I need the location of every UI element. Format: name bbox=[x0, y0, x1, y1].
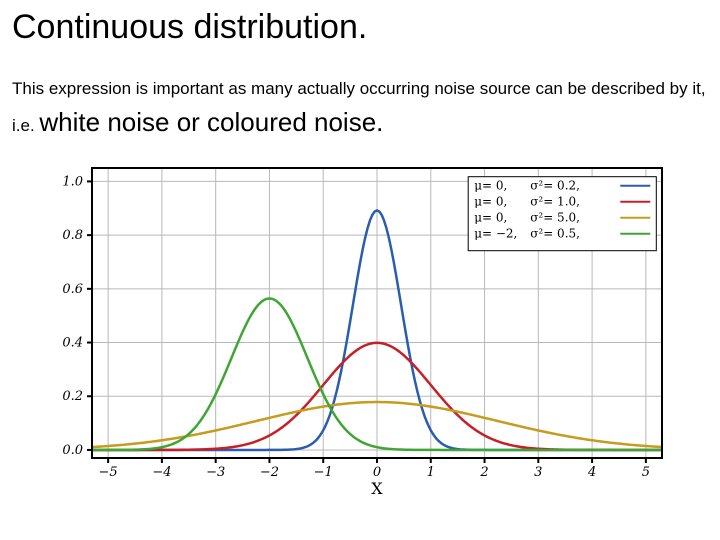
svg-text:σ²= 1.0,: σ²= 1.0, bbox=[530, 194, 580, 208]
svg-text:σ²= 0.5,: σ²= 0.5, bbox=[530, 226, 580, 240]
svg-text:0.4: 0.4 bbox=[62, 335, 83, 350]
svg-text:0.6: 0.6 bbox=[62, 282, 83, 297]
svg-text:μ= 0,: μ= 0, bbox=[474, 210, 507, 224]
page-title: Continuous distribution. bbox=[12, 8, 708, 47]
svg-text:μ= 0,: μ= 0, bbox=[474, 194, 507, 208]
svg-text:μ= −2,: μ= −2, bbox=[474, 226, 517, 240]
distribution-chart: −5 −4 −3 −2 −1 0 1 2 3 4 5 0.0 0.2 0.4 0.6 0.8 1.0 Xμ= 0,… bbox=[42, 158, 672, 498]
svg-text:1: 1 bbox=[427, 465, 435, 480]
svg-text:−3: −3 bbox=[206, 465, 225, 480]
svg-text:−2: −2 bbox=[260, 465, 279, 480]
svg-text:2: 2 bbox=[479, 465, 488, 480]
svg-text:X: X bbox=[371, 479, 383, 498]
svg-text:−1: −1 bbox=[314, 465, 333, 480]
svg-text:−4: −4 bbox=[152, 465, 171, 480]
svg-text:5: 5 bbox=[642, 465, 650, 480]
svg-text:0.8: 0.8 bbox=[62, 228, 83, 243]
chart-container: −5 −4 −3 −2 −1 0 1 2 3 4 5 0.0 0.2 0.4 0.6 0.8 1.0 Xμ= 0,… bbox=[42, 158, 672, 498]
svg-text:−5: −5 bbox=[99, 465, 118, 480]
description-emphasis: white noise or coloured noise. bbox=[39, 107, 383, 137]
svg-text:0.0: 0.0 bbox=[62, 443, 83, 458]
description-paragraph: This expression is important as many act… bbox=[12, 75, 708, 144]
svg-text:4: 4 bbox=[587, 465, 596, 480]
svg-text:3: 3 bbox=[534, 465, 542, 480]
svg-text:0: 0 bbox=[373, 465, 381, 480]
svg-text:σ²= 5.0,: σ²= 5.0, bbox=[530, 210, 580, 224]
svg-text:σ²= 0.2,: σ²= 0.2, bbox=[530, 178, 580, 192]
svg-text:0.2: 0.2 bbox=[62, 389, 83, 404]
svg-text:μ= 0,: μ= 0, bbox=[474, 178, 507, 192]
svg-text:1.0: 1.0 bbox=[62, 174, 83, 189]
